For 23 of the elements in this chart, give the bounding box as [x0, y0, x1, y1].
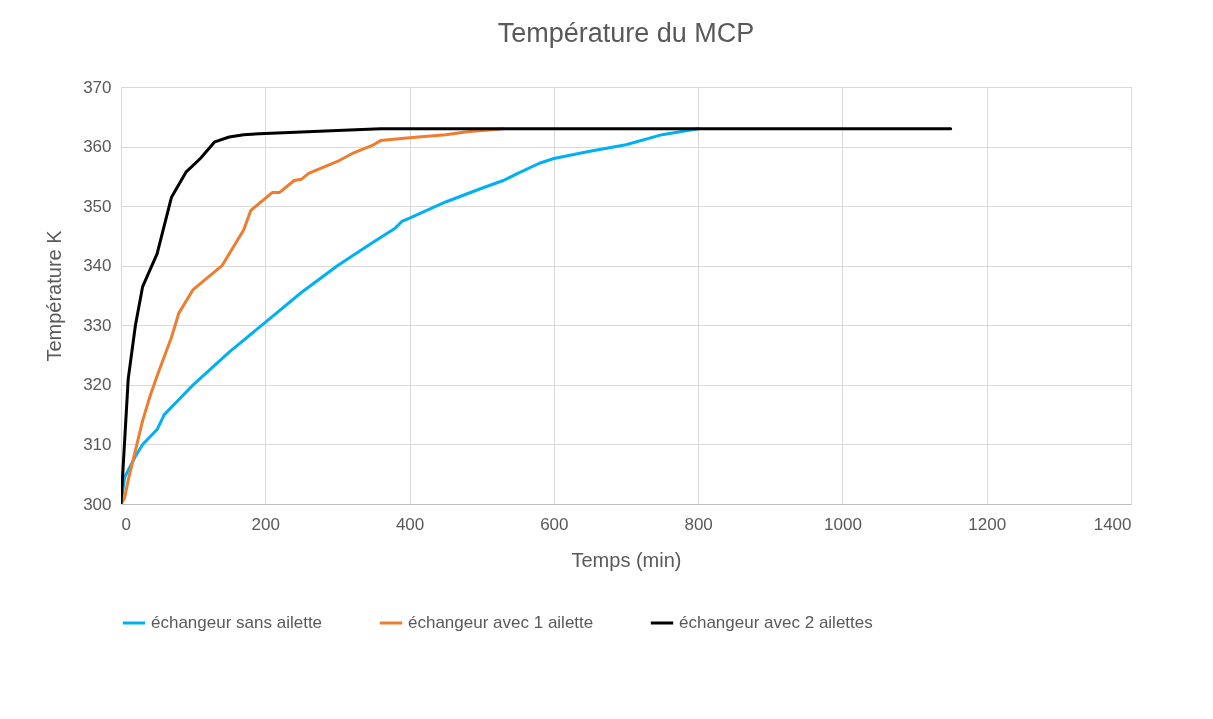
x-tick-label: 800 [684, 514, 713, 534]
x-tick-label: 200 [251, 514, 280, 534]
y-tick-label: 360 [83, 137, 112, 157]
x-tick-label: 600 [540, 514, 569, 534]
y-tick-label: 320 [83, 375, 112, 395]
x-tick-label: 400 [395, 514, 425, 534]
y-axis-title: Température K [43, 229, 66, 362]
legend-label: échangeur avec 1 ailette [408, 613, 594, 632]
chart-title: Température du MCP [497, 18, 755, 48]
x-tick-label: 0 [121, 514, 131, 534]
y-tick-label: 350 [83, 196, 112, 216]
x-tick-label: 1000 [824, 514, 862, 534]
y-tick-label: 300 [83, 494, 112, 514]
y-tick-label: 370 [83, 77, 112, 97]
x-tick-label: 1200 [968, 514, 1007, 534]
legend-label: échangeur sans ailette [151, 613, 323, 632]
x-axis-title: Temps (min) [571, 548, 682, 571]
y-tick-label: 340 [83, 256, 112, 276]
line-series [121, 127, 953, 504]
y-tick-label: 310 [83, 434, 112, 454]
y-tick-label: 330 [83, 315, 112, 335]
x-tick-label: 1400 [1093, 514, 1132, 534]
legend-label: échangeur avec 2 ailettes [679, 613, 873, 632]
